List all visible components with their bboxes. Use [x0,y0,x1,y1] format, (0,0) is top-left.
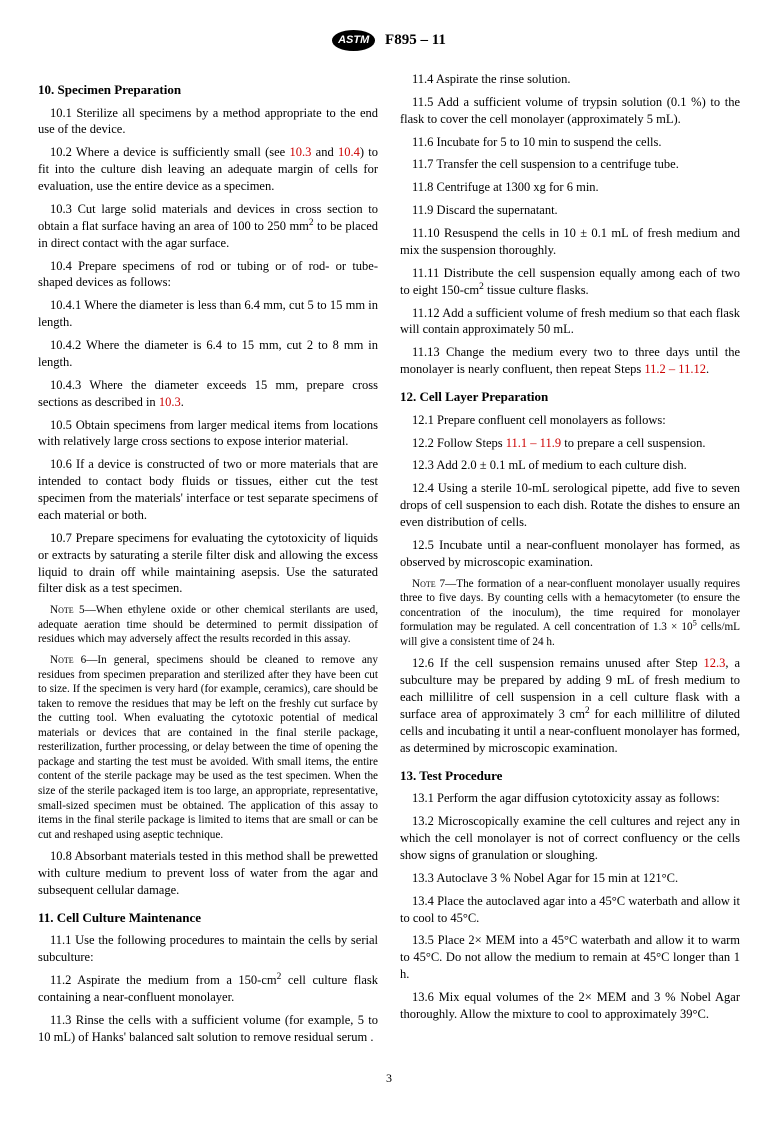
para-12-1: 12.1 Prepare confluent cell monolayers a… [400,412,740,429]
para-10-8: 10.8 Absorbant materials tested in this … [38,848,378,899]
para-12-6: 12.6 If the cell suspension remains unus… [400,655,740,756]
section-11-head: 11. Cell Culture Maintenance [38,909,378,927]
document-header: ASTM F895 – 11 [38,30,740,51]
designation: F895 – 11 [385,32,446,48]
para-10-4-3: 10.4.3 Where the diameter exceeds 15 mm,… [38,377,378,411]
page-number: 3 [38,1070,740,1086]
para-10-4-1: 10.4.1 Where the diameter is less than 6… [38,297,378,331]
para-11-8: 11.8 Centrifuge at 1300 xg for 6 min. [400,179,740,196]
body-columns: 10. Specimen Preparation 10.1 Sterilize … [38,71,740,1046]
para-12-5: 12.5 Incubate until a near-confluent mon… [400,537,740,571]
note-7: Note 7—The formation of a near-confluent… [400,577,740,650]
para-12-2: 12.2 Follow Steps 11.1 – 11.9 to prepare… [400,435,740,452]
astm-logo: ASTM [332,30,375,51]
para-11-7: 11.7 Transfer the cell suspension to a c… [400,156,740,173]
para-10-7: 10.7 Prepare specimens for evaluating th… [38,530,378,598]
note-5: Note 5—When ethylene oxide or other chem… [38,603,378,647]
para-11-11: 11.11 Distribute the cell suspension equ… [400,265,740,299]
para-13-1: 13.1 Perform the agar diffusion cytotoxi… [400,790,740,807]
para-10-5: 10.5 Obtain specimens from larger medica… [38,417,378,451]
para-11-10: 11.10 Resuspend the cells in 10 ± 0.1 mL… [400,225,740,259]
para-13-5: 13.5 Place 2× MEM into a 45°C waterbath … [400,932,740,983]
para-11-5: 11.5 Add a sufficient volume of trypsin … [400,94,740,128]
para-11-6: 11.6 Incubate for 5 to 10 min to suspend… [400,134,740,151]
para-11-12: 11.12 Add a sufficient volume of fresh m… [400,305,740,339]
para-13-4: 13.4 Place the autoclaved agar into a 45… [400,893,740,927]
para-11-4: 11.4 Aspirate the rinse solution. [400,71,740,88]
para-10-4: 10.4 Prepare specimens of rod or tubing … [38,258,378,292]
section-10-head: 10. Specimen Preparation [38,81,378,99]
para-10-3: 10.3 Cut large solid materials and devic… [38,201,378,252]
para-11-1: 11.1 Use the following procedures to mai… [38,932,378,966]
section-13-head: 13. Test Procedure [400,767,740,785]
para-11-9: 11.9 Discard the supernatant. [400,202,740,219]
para-10-1: 10.1 Sterilize all specimens by a method… [38,105,378,139]
section-12-head: 12. Cell Layer Preparation [400,388,740,406]
para-12-4: 12.4 Using a sterile 10-mL serological p… [400,480,740,531]
para-12-3: 12.3 Add 2.0 ± 0.1 mL of medium to each … [400,457,740,474]
para-10-6: 10.6 If a device is constructed of two o… [38,456,378,524]
para-13-2: 13.2 Microscopically examine the cell cu… [400,813,740,864]
para-10-2: 10.2 Where a device is sufficiently smal… [38,144,378,195]
para-11-13: 11.13 Change the medium every two to thr… [400,344,740,378]
para-11-2: 11.2 Aspirate the medium from a 150-cm2 … [38,972,378,1006]
para-10-4-2: 10.4.2 Where the diameter is 6.4 to 15 m… [38,337,378,371]
para-13-3: 13.3 Autoclave 3 % Nobel Agar for 15 min… [400,870,740,887]
para-13-6: 13.6 Mix equal volumes of the 2× MEM and… [400,989,740,1023]
note-6: Note 6—In general, specimens should be c… [38,653,378,842]
